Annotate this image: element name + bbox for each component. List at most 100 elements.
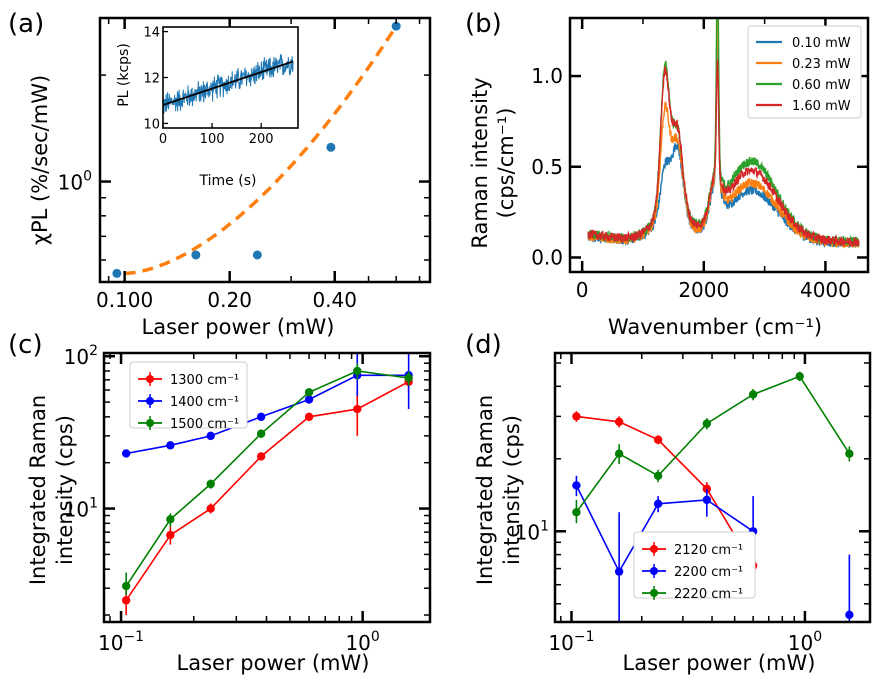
inset-ytick-label: 12 [143, 72, 160, 87]
ytick-label: 1.0 [531, 64, 563, 88]
data-point [304, 395, 314, 404]
data-point [653, 499, 663, 509]
data-point [404, 373, 413, 383]
axes-b: 0 2000 4000 0.0 0.5 1.0 [531, 16, 870, 302]
plot-c [121, 353, 413, 616]
inset-a: Time (s) PL (kcps) 0 100 200 10 12 14 [116, 26, 299, 189]
ylabel-b-line2: (cps/cm⁻¹) [494, 108, 518, 219]
xtick-label: 10−1 [548, 629, 594, 655]
data-point [256, 412, 266, 422]
axes-c: 10−1 100 101 102 [64, 343, 432, 655]
xtick-label: 10−1 [98, 629, 144, 655]
data-point [166, 530, 175, 540]
xlabel-b: Wavenumber (cm⁻¹) [608, 315, 822, 339]
data-point [191, 250, 201, 260]
data-point [614, 417, 624, 426]
data-point [166, 441, 175, 450]
xlabel-a: Laser power (mW) [142, 315, 335, 339]
data-point [795, 372, 804, 381]
panel-c: (c) 10−1 100 101 102 Laser power (mW) Integ… [8, 330, 432, 675]
ylabel-a: χPL (%/sec/mW) [28, 75, 52, 245]
ytick-label: 102 [64, 343, 98, 369]
inset-ytick-label: 14 [143, 26, 160, 41]
legend-label: 1500 cm⁻¹ [170, 417, 239, 432]
legend-d: 2120 cm⁻¹ 2200 cm⁻¹ 2220 cm⁻¹ [633, 531, 756, 602]
panel-a: (a) 0.100 0.20 0.40 100 Laser power (mW) χP… [8, 9, 432, 339]
plot-a [112, 21, 401, 278]
legend-label: 0.10 mW [792, 36, 851, 51]
legend-label: 1300 cm⁻¹ [170, 373, 239, 388]
ylabel-c-line1: Integrated Raman [26, 395, 50, 585]
data-point [166, 515, 175, 524]
panel-b: (b) 0 2000 4000 0.0 0.5 1.0 Wavenumber (cm⁻¹)… [465, 9, 870, 339]
panel-d: (d) 10−1 100 101 Laser power (mW) Integrat… [465, 330, 872, 675]
data-point [256, 452, 266, 461]
data-point [206, 479, 215, 489]
legend-label: 0.60 mW [792, 78, 851, 93]
data-point [112, 268, 122, 278]
data-point [391, 21, 401, 31]
xtick-label: 0.100 [96, 288, 153, 312]
data-point [572, 481, 581, 490]
legend-label: 0.23 mW [792, 57, 851, 72]
axes-a: 0.100 0.20 0.40 100 [58, 16, 432, 312]
data-point [572, 508, 581, 517]
legend-label: 2200 cm⁻¹ [674, 565, 743, 580]
xlabel-c: Laser power (mW) [177, 651, 370, 675]
ylabel-d-line2: intensity (cps) [500, 415, 524, 565]
legend-label: 2120 cm⁻¹ [674, 543, 743, 558]
panel-label-b: (b) [465, 9, 502, 39]
inset-xtick-label: 100 [200, 132, 225, 147]
panel-label-d: (d) [465, 330, 502, 360]
xtick-label: 0.20 [207, 288, 252, 312]
xtick-label: 100 [345, 629, 379, 655]
data-point [121, 581, 131, 591]
frame-a [98, 16, 432, 284]
xtick-label: 0 [576, 278, 589, 302]
legend-label: 2220 cm⁻¹ [674, 587, 743, 602]
xtick-label: 0.40 [312, 288, 357, 312]
data-point [256, 429, 266, 438]
legend-c: 1300 cm⁻¹ 1400 cm⁻¹ 1500 cm⁻¹ [129, 361, 248, 432]
inset-trend-line [162, 60, 294, 106]
ytick-label: 0.0 [531, 245, 563, 269]
data-point [702, 495, 712, 505]
legend-label: 1.60 mW [792, 99, 851, 114]
data-point [304, 412, 314, 422]
ylabel-b-line1: Raman intensity [468, 77, 492, 248]
data-point [614, 567, 624, 576]
data-point [121, 596, 131, 605]
series-line-3 [575, 375, 851, 513]
legend-box [747, 25, 862, 119]
panel-label-c: (c) [8, 330, 43, 360]
inset-ylabel: PL (kcps) [116, 43, 132, 107]
data-point [353, 404, 362, 414]
inset-xtick-label: 200 [249, 132, 274, 147]
data-point [845, 449, 854, 458]
xlabel-d: Laser power (mW) [623, 651, 816, 675]
xtick-label: 4000 [800, 278, 851, 302]
data-point [702, 419, 712, 428]
series-line-4 [587, 59, 860, 248]
data-point [845, 610, 854, 619]
inset-xtick-label: 0 [159, 132, 167, 147]
data-point [206, 431, 215, 441]
panel-label-a: (a) [8, 9, 44, 39]
ylabel-d-line1: Integrated Raman [473, 395, 497, 585]
data-point [353, 366, 362, 376]
legend-label: 1400 cm⁻¹ [170, 395, 239, 410]
data-point [121, 449, 131, 458]
inset-ytick-label: 10 [143, 117, 160, 132]
frame-b [568, 16, 870, 274]
data-point [653, 471, 663, 480]
inset-xlabel: Time (s) [199, 173, 257, 189]
data-point [304, 388, 314, 397]
ytick-label: 101 [64, 496, 98, 522]
data-point [614, 449, 624, 458]
ytick-label: 101 [515, 518, 549, 544]
ytick-label: 100 [58, 169, 92, 195]
data-point [206, 504, 215, 513]
data-point [252, 250, 262, 260]
xtick-label: 2000 [678, 278, 729, 302]
